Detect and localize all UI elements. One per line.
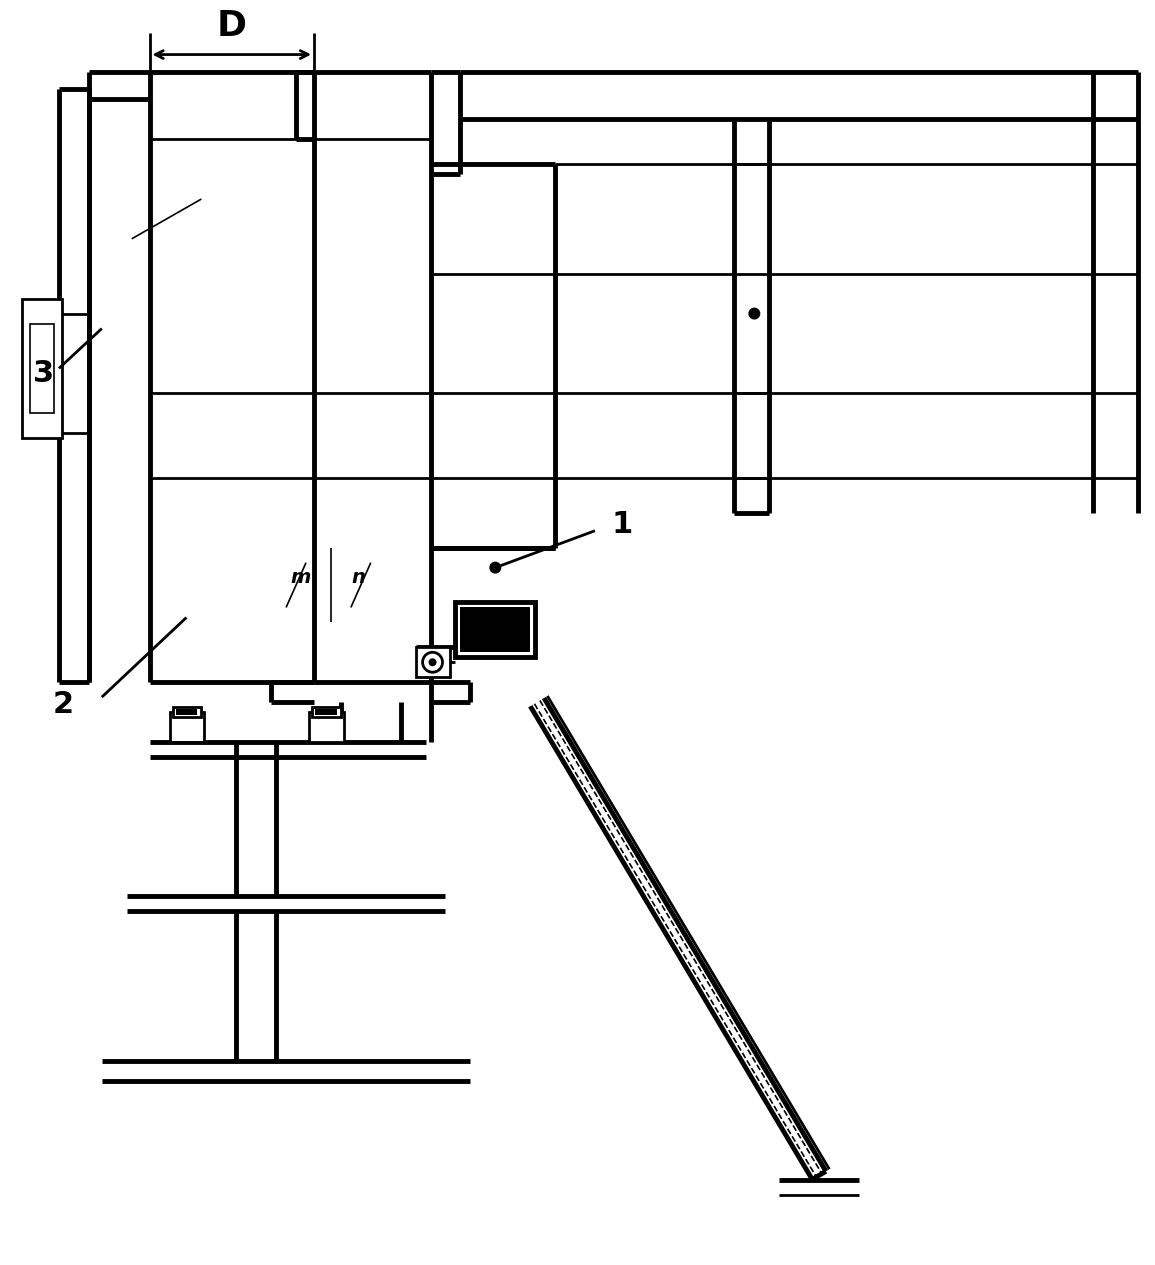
Circle shape: [490, 562, 501, 573]
Bar: [312, 707, 341, 717]
Bar: [172, 707, 201, 717]
Bar: [455, 602, 535, 658]
Bar: [416, 648, 450, 677]
Text: m: m: [291, 568, 311, 587]
Text: n: n: [352, 568, 366, 587]
Bar: [176, 710, 198, 715]
Text: 3: 3: [32, 359, 54, 388]
Bar: [310, 712, 344, 743]
Circle shape: [429, 658, 437, 667]
Bar: [315, 710, 337, 715]
Text: 2: 2: [53, 689, 74, 719]
Text: 1: 1: [612, 510, 633, 539]
Bar: [22, 299, 62, 438]
Bar: [461, 607, 530, 653]
Text: D: D: [217, 9, 247, 43]
Bar: [170, 712, 204, 743]
Bar: [30, 324, 54, 414]
Circle shape: [748, 307, 760, 320]
